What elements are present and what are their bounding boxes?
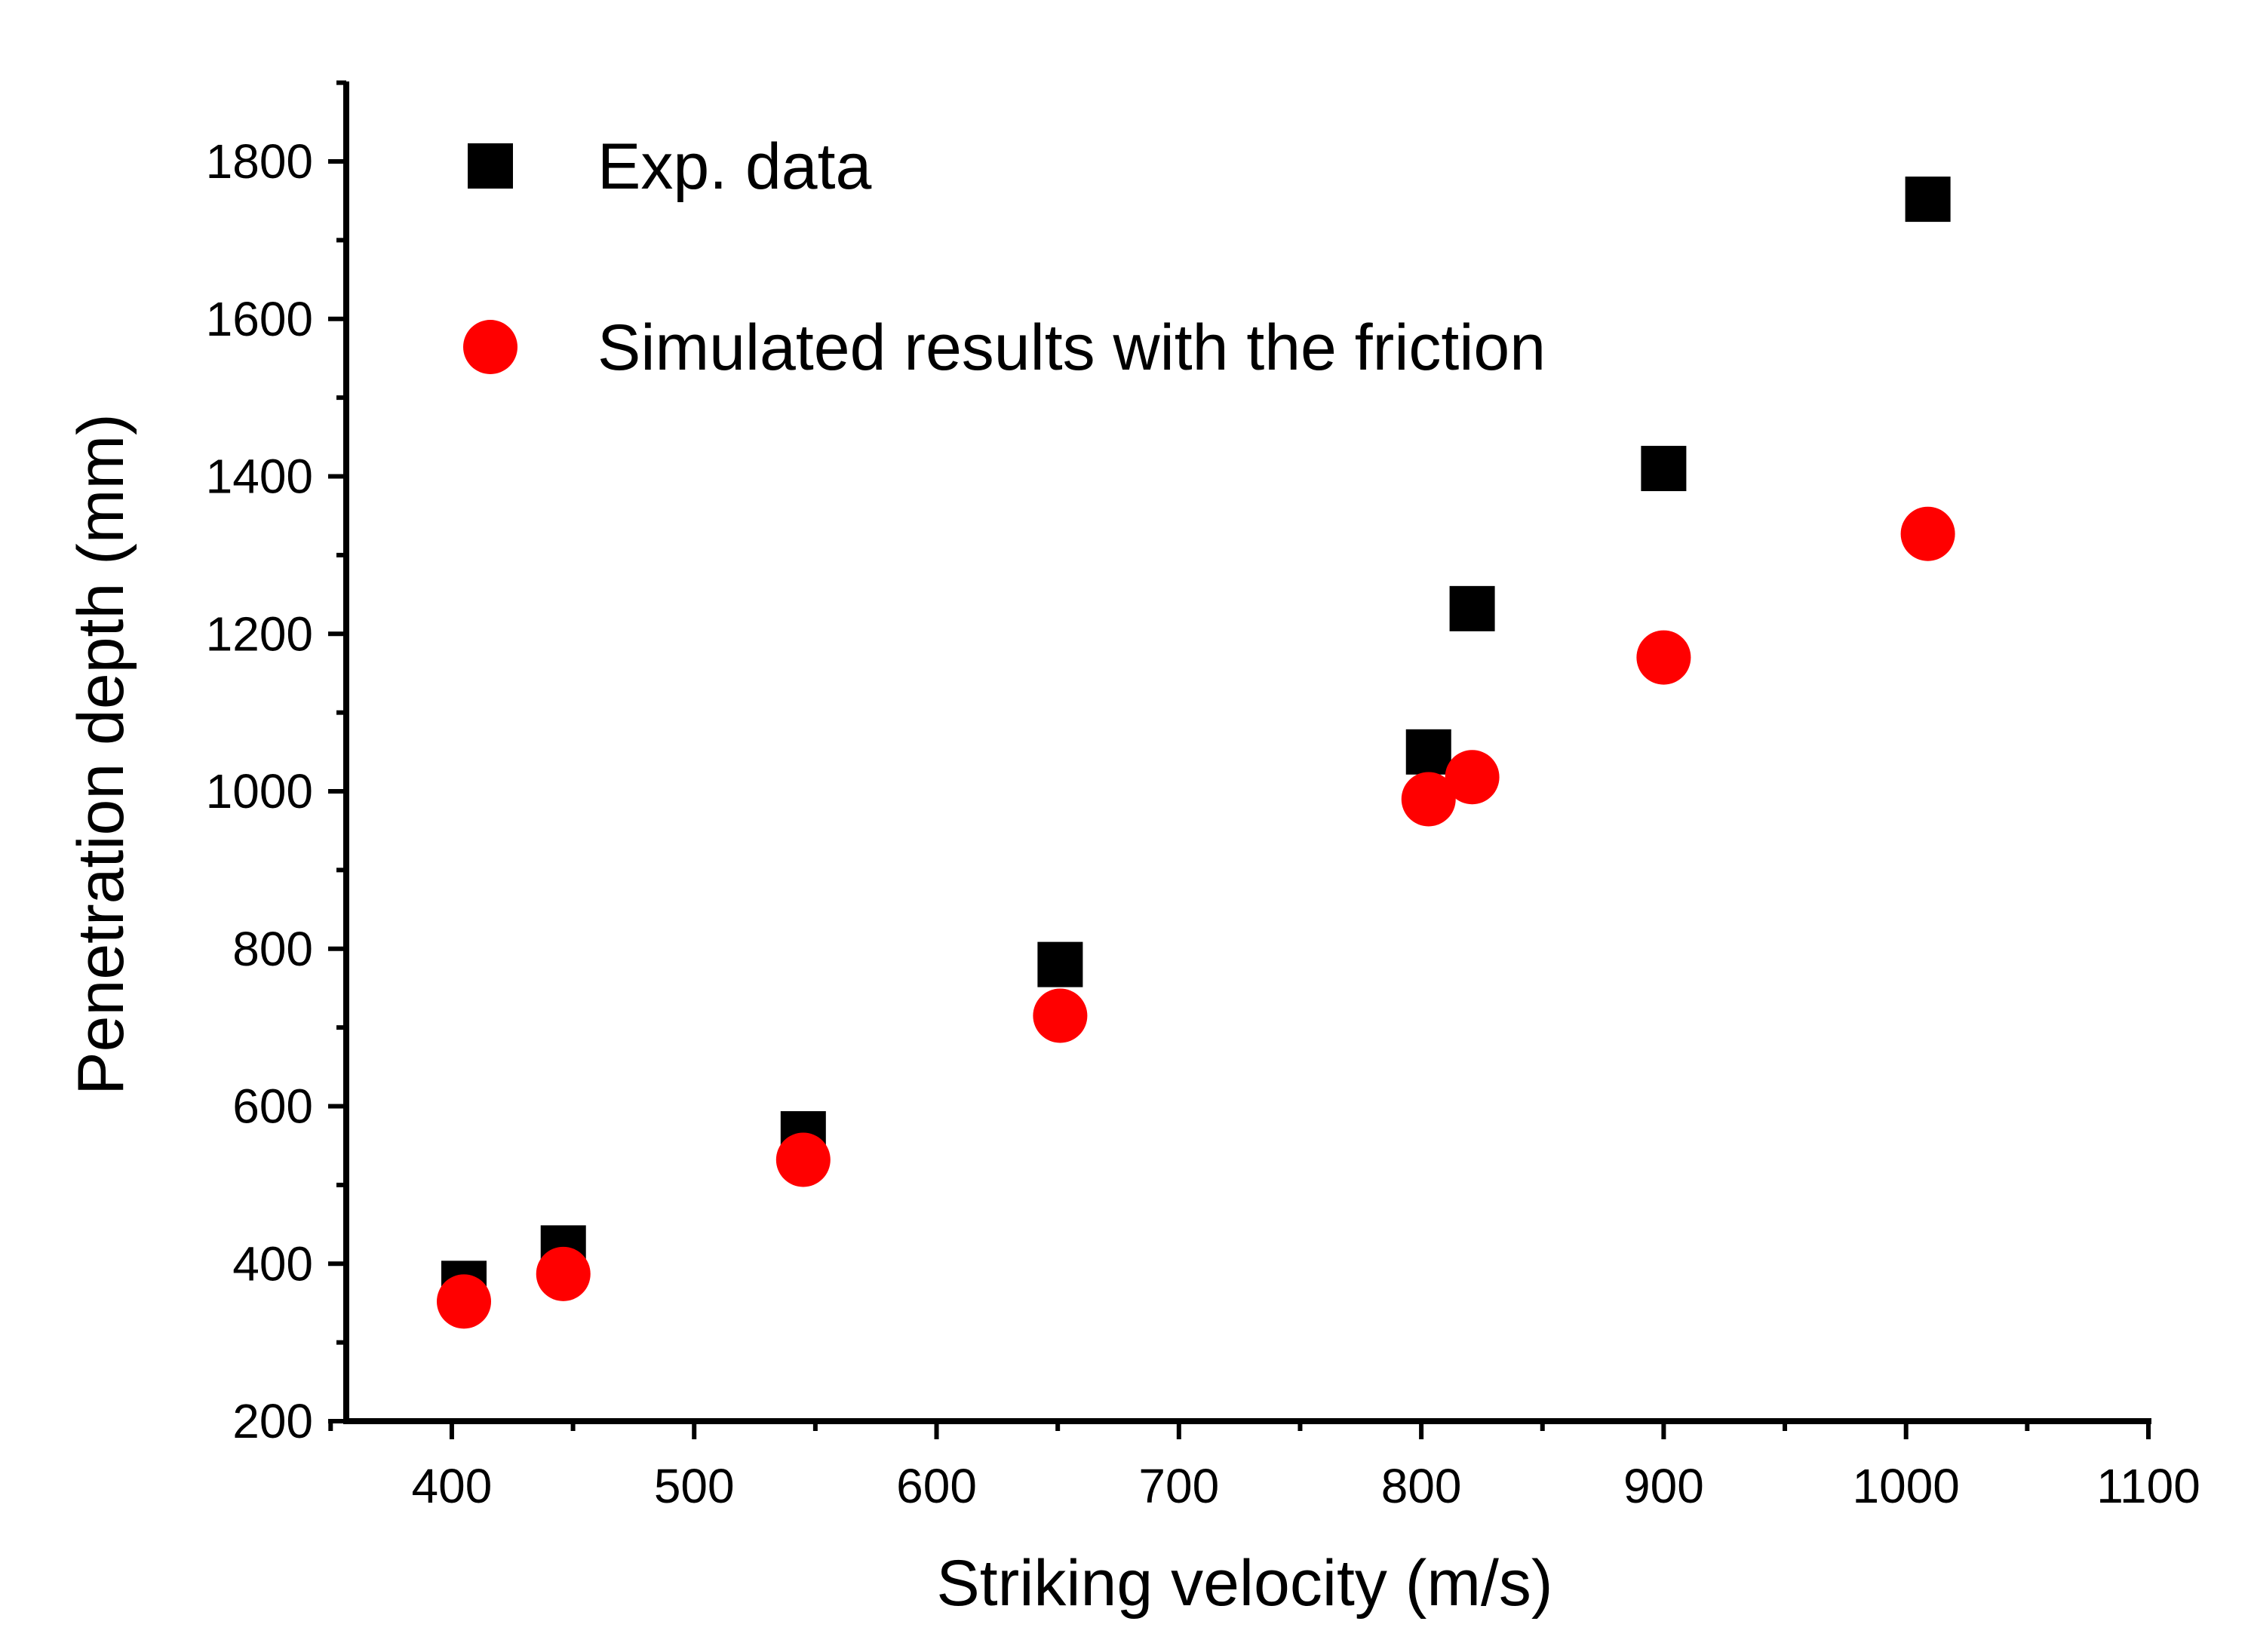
y-tick-label: 1400 — [206, 450, 313, 504]
simulated-data-point — [1900, 506, 1955, 561]
data-markers — [437, 177, 1955, 1329]
y-axis-title: Penetration depth (mm) — [65, 413, 137, 1095]
exp-data-point — [1037, 941, 1083, 987]
y-tick-label: 1000 — [206, 764, 313, 818]
y-tick-label: 200 — [232, 1394, 313, 1448]
x-tick-label: 700 — [1138, 1459, 1219, 1513]
x-tick-label: 800 — [1381, 1459, 1462, 1513]
x-tick-label: 900 — [1623, 1459, 1704, 1513]
exp-data-point — [1905, 177, 1951, 223]
simulated-data-point — [1445, 750, 1500, 805]
simulated-data-point — [437, 1274, 491, 1329]
simulated-data-point — [1033, 988, 1088, 1043]
y-tick-label: 1200 — [206, 606, 313, 661]
simulated-data-point — [1401, 772, 1456, 827]
simulated-data-point — [536, 1246, 591, 1301]
legend-exp-label: Exp. data — [597, 131, 872, 203]
legend-simulated-marker — [463, 320, 517, 374]
simulated-data-point — [775, 1132, 831, 1187]
y-tick-label: 400 — [232, 1236, 313, 1291]
x-axis-ticks: 400 500 600 700 800 900 1000 1100 — [328, 1421, 2200, 1513]
x-tick-label: 1100 — [2096, 1459, 2200, 1513]
y-tick-label: 800 — [232, 922, 313, 976]
x-tick-label: 500 — [654, 1459, 735, 1513]
x-tick-label: 600 — [896, 1459, 977, 1513]
exp-data-point — [1449, 585, 1495, 631]
x-axis-title: Striking velocity (m/s) — [936, 1547, 1552, 1620]
legend-simulated-label: Simulated results with the friction — [597, 312, 1546, 384]
legend: Exp. data Simulated results with the fric… — [463, 131, 1546, 384]
y-axis-ticks: 200 400 600 800 1000 1200 1400 1600 1800 — [206, 80, 346, 1448]
y-tick-label: 600 — [232, 1079, 313, 1134]
x-tick-label: 1000 — [1853, 1459, 1960, 1513]
y-tick-label: 1800 — [206, 134, 313, 189]
exp-data-point — [1641, 446, 1687, 492]
x-tick-label: 400 — [412, 1459, 493, 1513]
legend-exp-marker — [468, 143, 513, 189]
simulated-data-point — [1636, 630, 1691, 685]
y-tick-label: 1600 — [206, 292, 313, 346]
exp-data-point — [1405, 729, 1451, 775]
